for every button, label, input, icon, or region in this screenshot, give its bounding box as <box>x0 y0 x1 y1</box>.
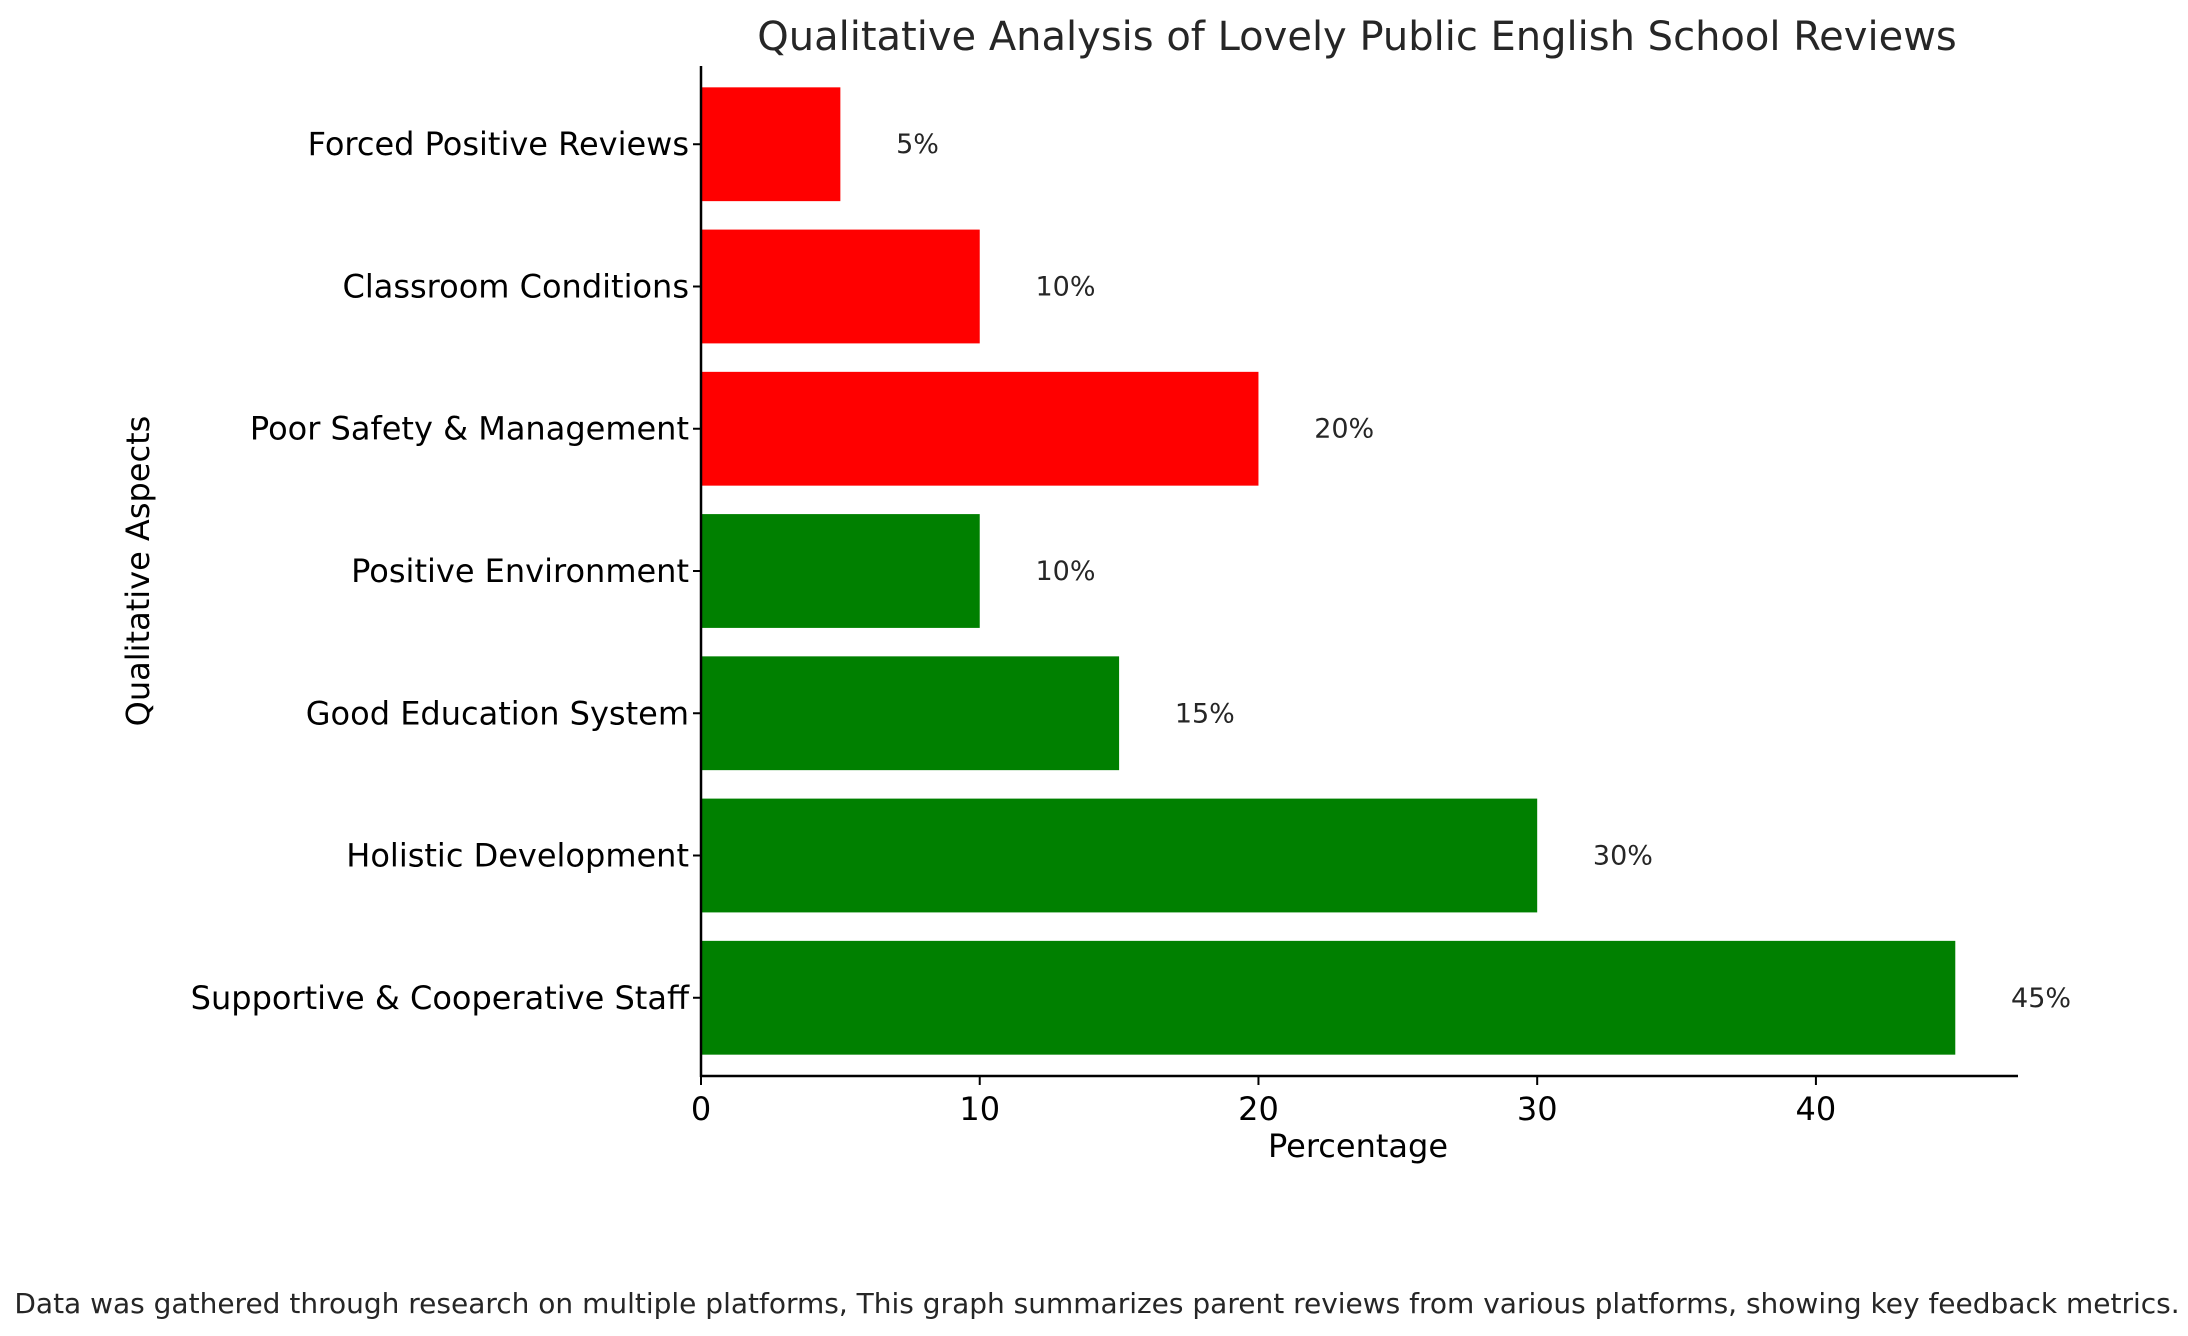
x-tick-label: 10 <box>959 1090 1000 1128</box>
footnote: Data was gathered through research on mu… <box>14 1287 2179 1320</box>
y-tick-label: Good Education System <box>306 694 689 732</box>
y-tick-label: Classroom Conditions <box>342 267 689 305</box>
x-tick-label: 30 <box>1517 1090 1558 1128</box>
y-tick-label: Poor Safety & Management <box>250 410 689 448</box>
x-tick-label: 20 <box>1238 1090 1279 1128</box>
y-tick-label: Holistic Development <box>346 837 689 875</box>
x-tick-label: 40 <box>1796 1090 1837 1128</box>
data-label: 10% <box>1035 556 1095 587</box>
y-tick-label: Forced Positive Reviews <box>308 125 689 163</box>
y-axis-title: Qualitative Aspects <box>119 416 157 727</box>
bar <box>701 87 841 202</box>
chart-title: Qualitative Analysis of Lovely Public En… <box>757 14 1957 60</box>
bar <box>701 371 1259 486</box>
bar <box>701 940 1956 1055</box>
bar <box>701 656 1120 771</box>
x-tick-label: 0 <box>691 1090 711 1128</box>
y-tick-label: Positive Environment <box>351 552 689 590</box>
data-label: 15% <box>1175 698 1235 729</box>
y-tick-label: Supportive & Cooperative Staff <box>191 979 690 1017</box>
bar <box>701 514 980 628</box>
data-label: 5% <box>896 129 939 160</box>
bar <box>701 798 1538 913</box>
x-axis-title: Percentage <box>1268 1127 1448 1165</box>
bar <box>701 229 980 344</box>
data-label: 45% <box>2011 983 2071 1014</box>
data-label: 10% <box>1035 271 1095 302</box>
plot-area: Supportive & Cooperative Staff 45% Holisti… <box>191 87 2071 1128</box>
data-label: 20% <box>1314 414 1374 445</box>
data-label: 30% <box>1593 841 1653 872</box>
